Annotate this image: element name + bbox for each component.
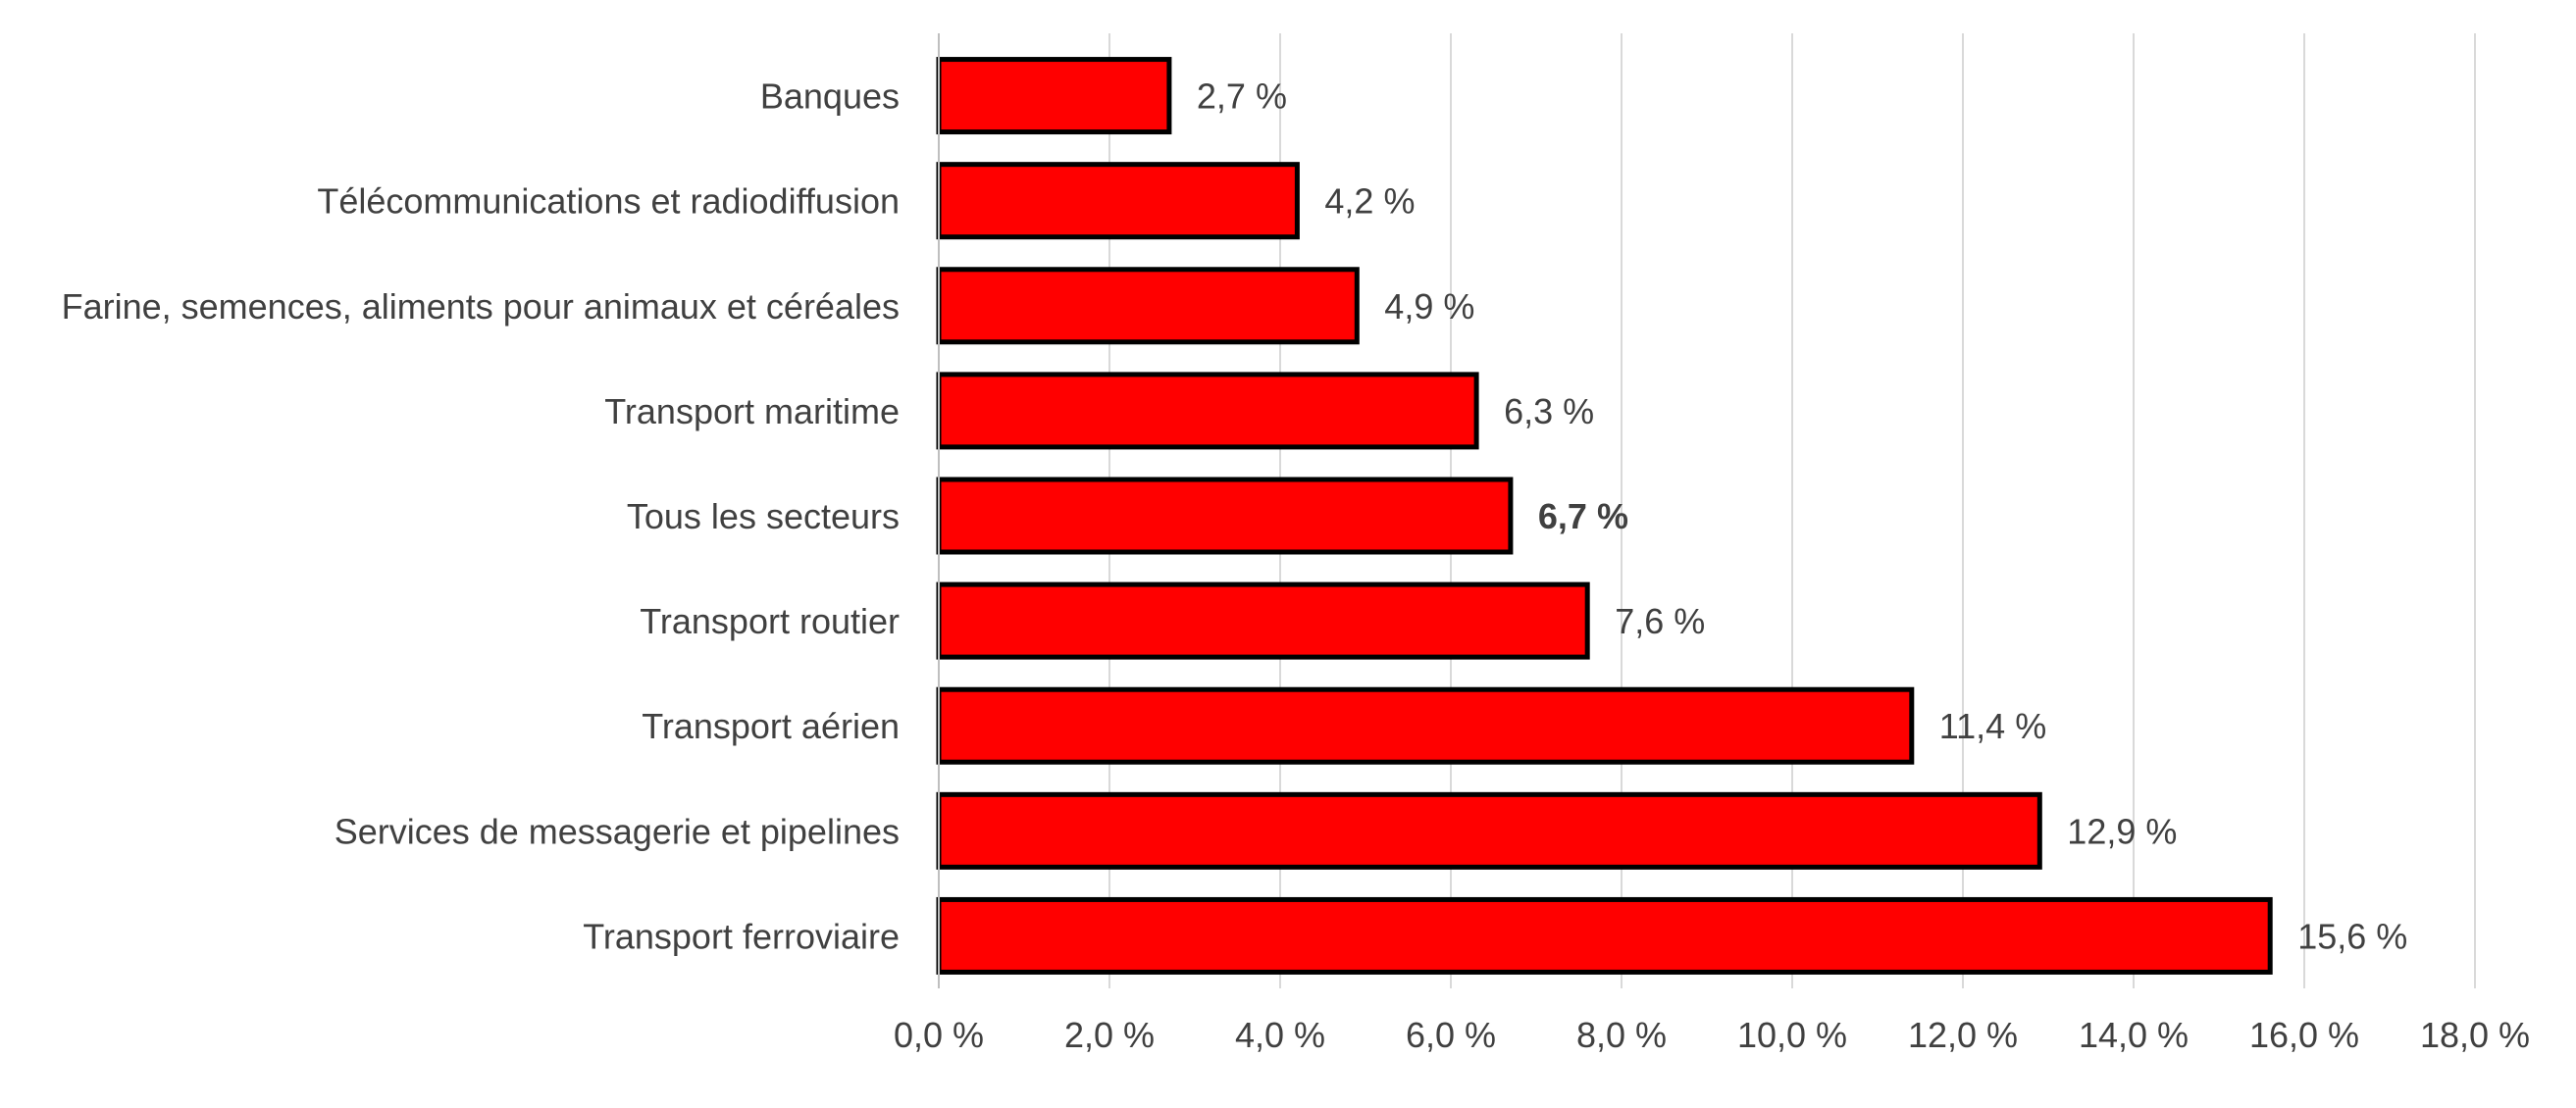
category-label: Transport maritime <box>604 391 900 431</box>
bar <box>936 791 2042 870</box>
x-tick-label: 18,0 % <box>2420 1015 2530 1055</box>
x-tick-label: 2,0 % <box>1064 1015 1155 1055</box>
data-label: 15,6 % <box>2297 916 2407 956</box>
data-label: 7,6 % <box>1615 601 1705 641</box>
category-label: Farine, semences, aliments pour animaux … <box>62 286 900 327</box>
data-label: 4,9 % <box>1384 286 1474 327</box>
data-label: 4,2 % <box>1324 181 1415 222</box>
x-tick-label: 12,0 % <box>1908 1015 2018 1055</box>
bar <box>936 162 1300 240</box>
bar <box>936 267 1360 345</box>
bar <box>936 896 2273 975</box>
axes: 0,0 % 2,0 % 4,0 % 6,0 % 8,0 % 10,0 % 12,0 % 14,… <box>894 33 2530 1055</box>
x-tick-label: 10,0 % <box>1737 1015 1847 1055</box>
bar <box>936 581 1590 660</box>
category-label: Télécommunications et radiodiffusion <box>317 181 900 222</box>
data-label: 6,3 % <box>1504 391 1594 431</box>
category-label: Services de messagerie et pipelines <box>335 811 900 851</box>
data-label: 6,7 % <box>1538 496 1628 536</box>
x-tick-label: 16,0 % <box>2249 1015 2359 1055</box>
bars <box>936 57 2273 975</box>
data-label: 12,9 % <box>2067 811 2177 851</box>
x-tick-label: 0,0 % <box>894 1015 984 1055</box>
bar <box>936 477 1514 555</box>
category-label: Transport routier <box>640 601 900 641</box>
x-tick-label: 14,0 % <box>2079 1015 2189 1055</box>
data-label: 2,7 % <box>1197 76 1287 117</box>
bar <box>936 372 1479 450</box>
x-tick-label: 4,0 % <box>1235 1015 1325 1055</box>
data-label: 11,4 % <box>1939 706 2046 746</box>
category-label: Transport aérien <box>642 706 900 746</box>
bar <box>936 686 1915 765</box>
x-tick-label: 6,0 % <box>1406 1015 1496 1055</box>
x-tick-label: 8,0 % <box>1576 1015 1667 1055</box>
labels: Banques 2,7 % Télécommunications et radiod… <box>62 76 2408 957</box>
category-label: Banques <box>760 76 900 117</box>
category-label: Transport ferroviaire <box>583 916 900 956</box>
bar <box>936 57 1172 135</box>
category-label: Tous les secteurs <box>627 496 900 536</box>
